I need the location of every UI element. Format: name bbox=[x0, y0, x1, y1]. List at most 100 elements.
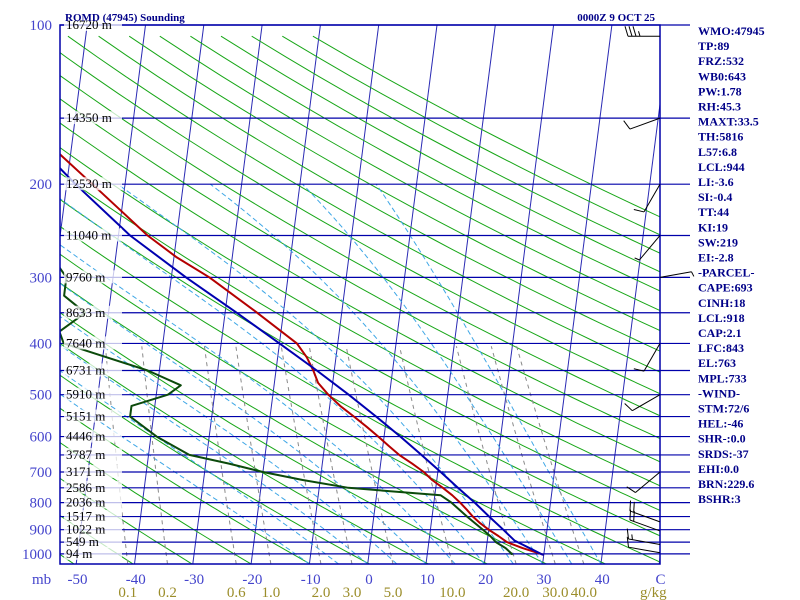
pressure-tick-label: 900 bbox=[30, 523, 53, 539]
height-label: 6731 m bbox=[66, 362, 105, 377]
dry-adiabat-line bbox=[60, 52, 660, 395]
plot-area bbox=[60, 25, 660, 564]
wind-barb bbox=[624, 26, 660, 37]
dry-adiabat-line bbox=[60, 98, 660, 440]
dry-adiabat-line bbox=[60, 312, 488, 564]
height-label: 2586 m bbox=[66, 480, 105, 495]
index-line: LFC:843 bbox=[698, 341, 744, 355]
index-line: EHI:0.0 bbox=[698, 462, 739, 476]
wind-barb-flag bbox=[628, 26, 633, 37]
wind-barb-staff bbox=[629, 519, 661, 532]
height-label-bg bbox=[64, 111, 122, 125]
wind-barb bbox=[626, 528, 661, 546]
index-line: PW:1.78 bbox=[698, 84, 742, 98]
moist-adiabat-line bbox=[60, 344, 369, 564]
wind-barb-flag bbox=[626, 536, 629, 548]
wind-barb-staff bbox=[628, 538, 661, 546]
pressure-tick-labels: 100 200 300 400 500 600 700 800 900 1000 bbox=[22, 18, 52, 563]
index-line: CINH:18 bbox=[698, 296, 745, 310]
station-title: ROMD (47945) Sounding bbox=[65, 12, 185, 24]
height-labels: 16720 m 14350 m 12530 m 11040 m 9760 m 8633 m… bbox=[64, 17, 122, 561]
wind-barb bbox=[623, 117, 661, 130]
height-label: 4446 m bbox=[66, 429, 105, 444]
wind-barb-half-flag bbox=[691, 271, 695, 277]
dry-adiabat-line bbox=[60, 147, 660, 487]
height-label-bg bbox=[64, 270, 122, 284]
mixing-ratio-tick-label: 20.0 bbox=[503, 585, 529, 600]
dry-adiabat-line bbox=[60, 198, 660, 537]
height-label-bg bbox=[64, 387, 122, 401]
pressure-tick-label: 700 bbox=[30, 465, 53, 481]
dry-adiabat-line bbox=[0, 36, 15, 564]
height-label: 1022 m bbox=[66, 522, 105, 537]
height-label-bg bbox=[64, 546, 122, 560]
height-label: 14350 m bbox=[66, 110, 112, 125]
dry-adiabat-line bbox=[98, 35, 660, 352]
index-line: -WIND- bbox=[698, 386, 740, 400]
temperature-tick-label: 10 bbox=[420, 572, 435, 588]
mixing-ratio-tick-labels: 0.1 0.2 0.6 1.0 2.0 3.0 5.0 10.0 20.0 30.0 40.0 bbox=[118, 585, 597, 600]
wind-barb-staff bbox=[643, 343, 661, 372]
moist-adiabat-line bbox=[60, 197, 485, 564]
dewpoint-profile bbox=[60, 266, 513, 556]
moist-adiabat-line bbox=[60, 244, 456, 564]
wind-barb-half-flag bbox=[638, 31, 641, 37]
mixing-ratio-tick-label: 5.0 bbox=[384, 585, 403, 600]
index-line: SHR-:0.0 bbox=[698, 432, 746, 446]
temperature-tick-label: 20 bbox=[478, 572, 493, 588]
mixing-ratio-line bbox=[455, 346, 517, 564]
index-line: WMO:47945 bbox=[698, 24, 765, 38]
height-label: 11040 m bbox=[66, 227, 111, 242]
moist-adiabat-line bbox=[375, 183, 602, 564]
wind-barb-flag bbox=[633, 209, 645, 213]
isotherm-line bbox=[600, 100, 660, 564]
height-label-bg bbox=[64, 336, 122, 350]
height-label: 549 m bbox=[66, 534, 99, 549]
index-line: LCL:944 bbox=[698, 160, 745, 174]
wind-barb-staff bbox=[628, 546, 661, 554]
wind-barb bbox=[626, 471, 661, 493]
wind-barb-flag bbox=[633, 501, 635, 513]
dry-adiabat-line bbox=[60, 374, 370, 564]
height-label: 94 m bbox=[66, 546, 92, 561]
mixing-ratio-line bbox=[308, 346, 353, 564]
mixing-ratio-line bbox=[235, 346, 272, 564]
wind-barb bbox=[634, 235, 661, 261]
dry-adiabat-line bbox=[60, 342, 429, 564]
dry-adiabat-line bbox=[60, 172, 660, 511]
temperature-tick-label: 40 bbox=[595, 572, 610, 588]
index-line: EL:763 bbox=[698, 356, 736, 370]
isotherm-line bbox=[308, 25, 380, 564]
height-label: 12530 m bbox=[66, 176, 112, 191]
dry-adiabat-line bbox=[60, 253, 606, 564]
dry-adiabat-line bbox=[159, 35, 660, 312]
isotherm-line bbox=[0, 25, 29, 564]
height-label: 1517 m bbox=[66, 509, 105, 524]
wind-barb bbox=[626, 536, 661, 554]
index-line: TH:5816 bbox=[698, 130, 743, 144]
index-line: SW:219 bbox=[698, 235, 738, 249]
wind-barb bbox=[633, 343, 661, 372]
dry-adiabat-line bbox=[60, 225, 660, 563]
isotherm-line bbox=[367, 25, 438, 564]
height-label: 16720 m bbox=[66, 17, 112, 32]
temperature-tick-label: -20 bbox=[242, 572, 262, 588]
index-line: LI:-3.6 bbox=[698, 175, 734, 189]
height-label-bg bbox=[64, 363, 122, 377]
dry-adiabat-line bbox=[60, 407, 311, 564]
height-label-bg bbox=[64, 18, 122, 31]
wind-barb-staff bbox=[635, 471, 661, 493]
wind-barb-flag bbox=[624, 26, 629, 37]
height-label: 7640 m bbox=[66, 335, 105, 350]
temperature-profile bbox=[60, 153, 545, 556]
temperature-tick-labels: -50 -40 -30 -20 -10 0 10 20 30 40 C bbox=[68, 572, 666, 588]
moist-adiabat-line bbox=[210, 183, 544, 564]
height-label: 9760 m bbox=[66, 269, 105, 284]
index-line: CAP:2.1 bbox=[698, 326, 742, 340]
mixing-ratio-tick-label: 1.0 bbox=[262, 585, 281, 600]
plot-border bbox=[59, 24, 661, 565]
index-line: LCL:918 bbox=[698, 311, 745, 325]
isotherm-line bbox=[425, 25, 496, 564]
